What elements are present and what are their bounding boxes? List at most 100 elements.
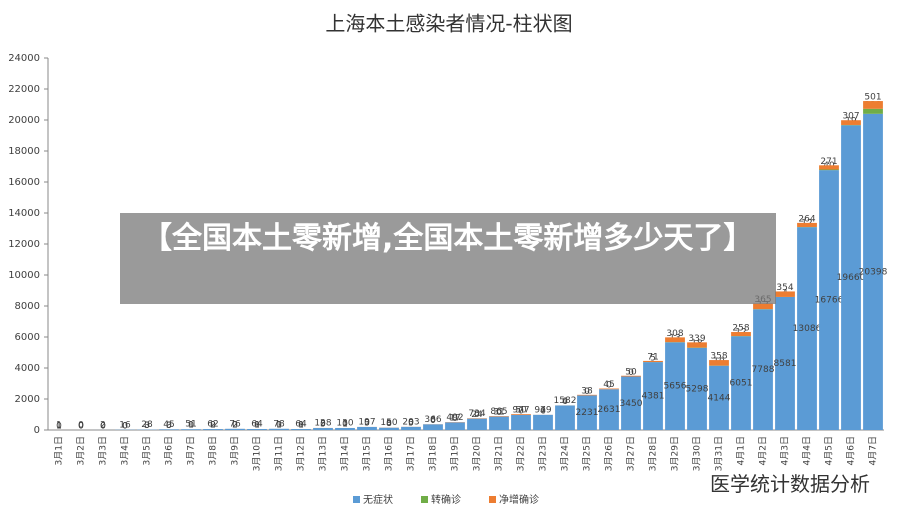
x-tick-label: 4月7日	[868, 436, 879, 465]
legend-swatch	[489, 496, 496, 503]
y-tick-label: 14000	[8, 208, 40, 219]
data-label: 5	[320, 419, 326, 429]
x-tick-label: 3月22日	[516, 436, 527, 471]
data-label: 16766	[815, 296, 844, 306]
data-label: 1	[254, 420, 260, 430]
data-label: 4144	[708, 393, 731, 403]
data-label: 0	[100, 421, 106, 431]
data-label: 308	[666, 329, 683, 339]
legend-label: 无症状	[363, 493, 393, 506]
x-tick-label: 3月7日	[186, 436, 197, 465]
data-label: 5	[408, 418, 414, 428]
legend-swatch	[421, 496, 428, 503]
data-label: 20398	[859, 267, 888, 277]
x-tick-label: 3月13日	[318, 436, 329, 471]
x-tick-label: 3月6日	[164, 436, 175, 465]
x-tick-label: 3月15日	[362, 436, 373, 471]
x-tick-label: 3月16日	[384, 436, 395, 471]
x-tick-label: 4月2日	[758, 436, 769, 465]
y-tick-label: 12000	[8, 239, 40, 250]
data-label: 354	[776, 283, 793, 293]
data-label: 24	[471, 410, 483, 420]
x-tick-label: 3月11日	[274, 436, 285, 471]
data-label: 1	[188, 421, 194, 431]
x-tick-label: 3月19日	[450, 436, 461, 471]
data-label: 2231	[576, 408, 599, 418]
x-tick-label: 3月12日	[296, 436, 307, 471]
data-label: 264	[798, 214, 815, 224]
chart-title: 上海本土感染者情况-柱状图	[325, 12, 572, 36]
data-label: 3	[144, 421, 150, 431]
y-tick-label: 18000	[8, 146, 40, 157]
data-label: 0	[122, 421, 128, 431]
x-tick-label: 3月2日	[76, 436, 87, 465]
y-tick-label: 10000	[8, 270, 40, 281]
data-label: 8	[430, 416, 436, 426]
data-label: 50	[625, 367, 637, 377]
data-label: 1	[342, 419, 348, 429]
data-label: 4	[540, 406, 546, 416]
x-tick-label: 3月27日	[626, 436, 637, 471]
x-tick-label: 3月17日	[406, 436, 417, 471]
x-tick-label: 4月6日	[846, 436, 857, 465]
legend-label: 转确诊	[431, 493, 461, 506]
y-tick-label: 8000	[15, 301, 40, 312]
x-tick-label: 3月18日	[428, 436, 439, 471]
data-label: 501	[864, 93, 881, 103]
data-label: 6051	[730, 379, 753, 389]
x-tick-label: 3月20日	[472, 436, 483, 471]
x-tick-label: 3月3日	[98, 436, 109, 465]
data-label: 13086	[793, 324, 822, 334]
y-tick-label: 4000	[15, 363, 40, 374]
x-tick-label: 3月9日	[230, 436, 241, 465]
legend-label: 净增确诊	[499, 493, 539, 506]
bar-segment	[489, 417, 509, 430]
x-tick-label: 3月24日	[560, 436, 571, 471]
data-label: 1	[276, 420, 282, 430]
x-tick-label: 3月25日	[582, 436, 593, 471]
data-label: 0	[78, 422, 84, 432]
x-tick-label: 3月10日	[252, 436, 263, 471]
data-label: 1	[56, 421, 62, 431]
x-tick-label: 4月3日	[780, 436, 791, 465]
y-tick-label: 6000	[15, 332, 40, 343]
data-label: 2	[210, 421, 216, 431]
data-label: 2631	[598, 405, 621, 415]
y-tick-label: 24000	[8, 53, 40, 64]
x-tick-label: 3月1日	[54, 436, 65, 465]
data-label: 3450	[620, 399, 643, 409]
bar-segment	[511, 415, 531, 430]
x-tick-label: 3月26日	[604, 436, 615, 471]
y-tick-label: 2000	[15, 394, 40, 405]
data-label: 5656	[664, 382, 687, 392]
watermark: 医学统计数据分析	[710, 468, 870, 497]
data-label: 7788	[752, 365, 775, 375]
data-label: 271	[820, 157, 837, 167]
data-label: 1	[298, 420, 304, 430]
data-label: 4	[562, 397, 568, 407]
x-tick-label: 3月30日	[692, 436, 703, 471]
y-tick-label: 16000	[8, 177, 40, 188]
x-tick-label: 3月4日	[120, 436, 131, 465]
x-tick-label: 4月5日	[824, 436, 835, 465]
x-tick-label: 3月23日	[538, 436, 549, 471]
data-label: 45	[603, 380, 614, 390]
data-label: 3	[166, 421, 172, 431]
x-tick-label: 3月31日	[714, 436, 725, 471]
data-label: 339	[688, 334, 705, 344]
data-label: 258	[732, 324, 749, 334]
data-label: 3	[364, 418, 370, 428]
legend-swatch	[353, 496, 360, 503]
y-tick-label: 22000	[8, 84, 40, 95]
data-label: 8581	[774, 359, 797, 369]
data-label: 50	[515, 406, 527, 416]
data-label: 307	[842, 112, 859, 122]
data-label: 71	[647, 352, 658, 362]
data-label: 2	[232, 420, 238, 430]
data-label: 358	[710, 352, 727, 362]
data-label: 8	[386, 419, 392, 429]
x-tick-label: 3月5日	[142, 436, 153, 465]
y-tick-label: 0	[34, 425, 40, 436]
x-tick-label: 3月21日	[494, 436, 505, 471]
